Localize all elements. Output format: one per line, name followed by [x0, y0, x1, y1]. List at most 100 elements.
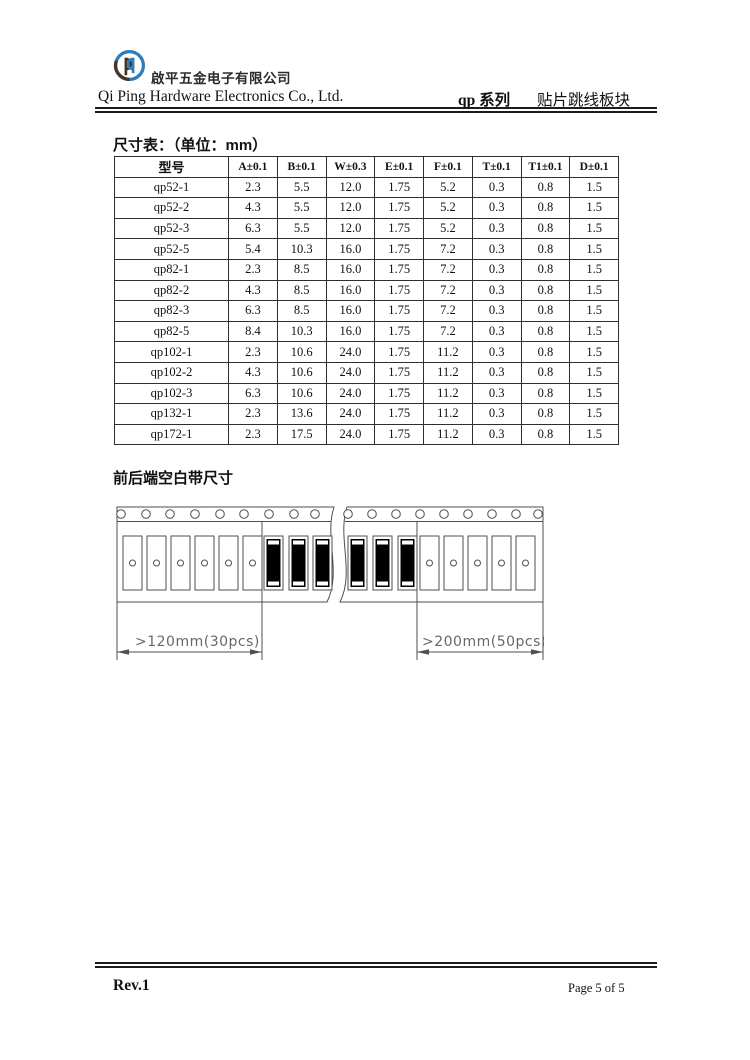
tape-left-segment — [116, 506, 335, 603]
table-cell: 1.5 — [569, 361, 619, 384]
tape-right-segment — [339, 506, 544, 603]
table-cell: 0.8 — [520, 403, 571, 425]
table-row: qp102-1 2.3 10.6 24.0 1.75 11.2 0.3 0.8 1.5 — [114, 341, 619, 363]
table-cell: 1.75 — [374, 341, 424, 363]
table-cell: 1.75 — [374, 176, 424, 199]
table-cell: qp102-2 — [114, 361, 229, 384]
table-cell: 5.2 — [423, 197, 473, 219]
table-cell: qp102-3 — [114, 382, 229, 405]
table-cell: 0.8 — [520, 279, 571, 302]
table-cell: 7.2 — [423, 238, 473, 260]
table-cell: qp52-5 — [114, 238, 229, 260]
table-cell: 13.6 — [276, 403, 327, 425]
table-header-cell: T±0.1 — [471, 156, 522, 178]
size-table-title: 尺寸表：（单位：mm） — [113, 137, 268, 154]
table-cell: 0.8 — [520, 423, 571, 446]
table-row: qp52-5 5.4 10.3 16.0 1.75 7.2 0.3 0.8 1.5 — [114, 238, 619, 260]
table-cell: 0.8 — [520, 258, 571, 281]
table-cell: 5.5 — [276, 217, 327, 240]
table-header-cell: 型号 — [114, 156, 229, 178]
table-cell: 12.0 — [325, 176, 376, 199]
table-cell: 1.5 — [569, 197, 619, 219]
table-cell: 0.8 — [520, 176, 571, 199]
table-cell: 1.75 — [374, 300, 424, 322]
table-cell: 1.75 — [374, 361, 424, 384]
table-cell: 1.75 — [374, 258, 424, 281]
sprocket-holes-right — [343, 509, 543, 519]
table-cell: 0.3 — [471, 258, 522, 281]
table-row: qp82-2 4.3 8.5 16.0 1.75 7.2 0.3 0.8 1.5 — [114, 279, 619, 302]
right-dimension-label: >200mm(50pcs) — [422, 634, 544, 650]
company-name-en: Qi Ping Hardware Electronics Co., Ltd. — [98, 88, 344, 105]
table-cell: 1.5 — [569, 217, 619, 240]
table-cell: 0.3 — [471, 320, 522, 343]
table-cell: 0.3 — [471, 176, 522, 199]
table-cell: 0.3 — [471, 197, 522, 219]
empty-pockets-trailer — [419, 535, 536, 591]
table-row: qp172-1 2.3 17.5 24.0 1.75 11.2 0.3 0.8 1.5 — [114, 423, 619, 446]
table-cell: 1.5 — [569, 423, 619, 446]
table-cell: 11.2 — [423, 423, 473, 446]
company-logo-icon — [113, 49, 146, 81]
table-cell: 2.3 — [228, 258, 278, 281]
table-cell: 24.0 — [325, 341, 376, 363]
table-header-cell: B±0.1 — [276, 156, 327, 178]
table-cell: 0.3 — [471, 403, 522, 425]
series-label: qp 系列 — [458, 92, 511, 109]
table-cell: 7.2 — [423, 300, 473, 322]
table-cell: 0.8 — [520, 382, 571, 405]
table-cell: 11.2 — [423, 361, 473, 384]
table-cell: 2.3 — [228, 341, 278, 363]
header-rule — [95, 107, 657, 113]
table-cell: 5.2 — [423, 176, 473, 199]
table-cell: 1.5 — [569, 382, 619, 405]
table-cell: 0.3 — [471, 300, 522, 322]
table-cell: 0.3 — [471, 238, 522, 260]
table-row: qp82-5 8.4 10.3 16.0 1.75 7.2 0.3 0.8 1.5 — [114, 320, 619, 343]
table-cell: qp82-5 — [114, 320, 229, 343]
table-row: qp102-3 6.3 10.6 24.0 1.75 11.2 0.3 0.8 1.5 — [114, 382, 619, 405]
table-cell: 4.3 — [228, 197, 278, 219]
table-cell: 1.5 — [569, 238, 619, 260]
table-cell: 8.4 — [228, 320, 278, 343]
table-cell: 0.8 — [520, 197, 571, 219]
table-cell: 1.75 — [374, 423, 424, 446]
table-cell: qp52-1 — [114, 176, 229, 199]
table-cell: 10.3 — [276, 238, 327, 260]
table-header-cell: A±0.1 — [228, 156, 278, 178]
table-cell: 5.5 — [276, 176, 327, 199]
table-cell: 6.3 — [228, 217, 278, 240]
table-cell: 8.5 — [276, 300, 327, 322]
table-header-cell: W±0.3 — [325, 156, 376, 178]
dimension-right: >200mm(50pcs) — [416, 521, 544, 660]
table-cell: 11.2 — [423, 382, 473, 405]
table-cell: 1.75 — [374, 197, 424, 219]
table-row: qp82-1 2.3 8.5 16.0 1.75 7.2 0.3 0.8 1.5 — [114, 258, 619, 281]
table-cell: 10.6 — [276, 361, 327, 384]
table-cell: 1.5 — [569, 341, 619, 363]
tape-section-title: 前后端空白带尺寸 — [113, 470, 234, 487]
table-cell: 16.0 — [325, 279, 376, 302]
page-number: Page 5 of 5 — [568, 981, 625, 995]
revision-label: Rev.1 — [113, 977, 150, 994]
table-cell: 1.5 — [569, 258, 619, 281]
footer-rule — [95, 962, 657, 968]
table-cell: 5.5 — [276, 197, 327, 219]
table-cell: 0.8 — [520, 341, 571, 363]
table-cell: 7.2 — [423, 320, 473, 343]
table-cell: 24.0 — [325, 382, 376, 405]
table-cell: 1.75 — [374, 217, 424, 240]
table-cell: qp102-1 — [114, 341, 229, 363]
table-row: qp102-2 4.3 10.6 24.0 1.75 11.2 0.3 0.8 1.5 — [114, 361, 619, 384]
table-cell: 4.3 — [228, 279, 278, 302]
table-cell: 10.3 — [276, 320, 327, 343]
table-row: qp52-1 2.3 5.5 12.0 1.75 5.2 0.3 0.8 1.5 — [114, 176, 619, 199]
table-cell: 12.0 — [325, 217, 376, 240]
filled-pockets-right — [347, 535, 418, 591]
table-header-cell: F±0.1 — [423, 156, 473, 178]
table-cell: 16.0 — [325, 320, 376, 343]
table-cell: 7.2 — [423, 279, 473, 302]
table-cell: qp52-2 — [114, 197, 229, 219]
tape-diagram: >120mm(30pcs) >200mm(50pcs) — [116, 506, 544, 660]
table-header-cell: D±0.1 — [569, 156, 619, 178]
